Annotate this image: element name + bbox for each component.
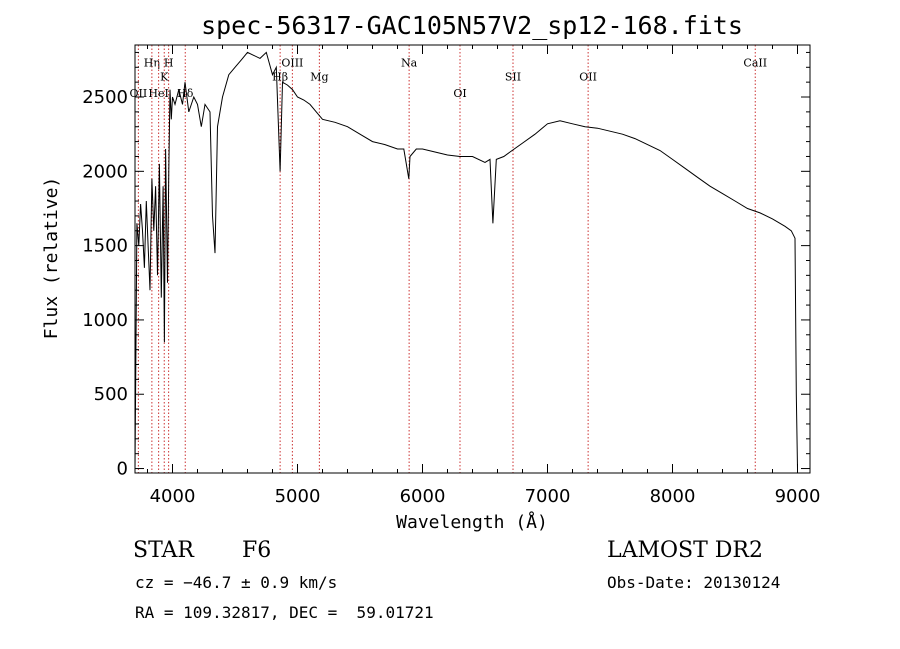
axis-ticks: 4000 5000 6000 7000 8000 9000 0 500 1000 1500 2000…	[82, 45, 820, 507]
object-type: STAR	[133, 538, 194, 563]
coordinates: RA = 109.32817, DEC = 59.01721	[135, 603, 434, 622]
y-tick-label: 2500	[82, 87, 128, 108]
spectral-line-label: OI	[453, 87, 466, 100]
spectrum-series-line	[134, 51, 798, 469]
spectral-line-label: HeI	[148, 87, 168, 100]
spectral-line-label: Hβ	[272, 71, 288, 84]
spectral-line-label: OII	[579, 71, 597, 84]
x-tick-label: 4000	[150, 486, 196, 507]
chart-title: spec-56317-GAC105N57V2_sp12-168.fits	[201, 11, 743, 40]
y-tick-label: 0	[117, 459, 128, 480]
object-subclass: F6	[242, 538, 272, 563]
y-axis-label: Flux (relative)	[41, 177, 62, 340]
spectral-line-label: OII	[130, 87, 148, 100]
spectral-line-label: CaII	[743, 57, 767, 70]
x-tick-label: 5000	[275, 486, 321, 507]
plot-frame	[134, 44, 811, 474]
spectral-line-label: H	[164, 57, 174, 70]
y-tick-label: 500	[94, 384, 128, 405]
spectral-line-label: Mg	[310, 71, 328, 84]
y-tick-label: 2000	[82, 161, 128, 182]
spectral-line-label: Hη	[144, 57, 160, 70]
spectral-line-label: SII	[505, 71, 521, 84]
x-tick-label: 9000	[775, 486, 821, 507]
x-tick-label: 8000	[650, 486, 696, 507]
survey-name: LAMOST DR2	[607, 538, 763, 563]
observation-date: Obs-Date: 20130124	[607, 573, 781, 592]
spectral-line-label: K	[160, 71, 169, 84]
redshift-velocity: cz = −46.7 ± 0.9 km/s	[135, 573, 338, 592]
x-axis-label: Wavelength (Å)	[396, 511, 548, 533]
y-tick-label: 1000	[82, 310, 128, 331]
spectral-line-label: Na	[401, 57, 418, 70]
spectral-line-label: Hδ	[177, 87, 194, 100]
y-tick-label: 1500	[82, 236, 128, 257]
x-tick-label: 6000	[400, 486, 446, 507]
spectral-line-label: OIII	[281, 57, 303, 70]
x-tick-label: 7000	[525, 486, 571, 507]
